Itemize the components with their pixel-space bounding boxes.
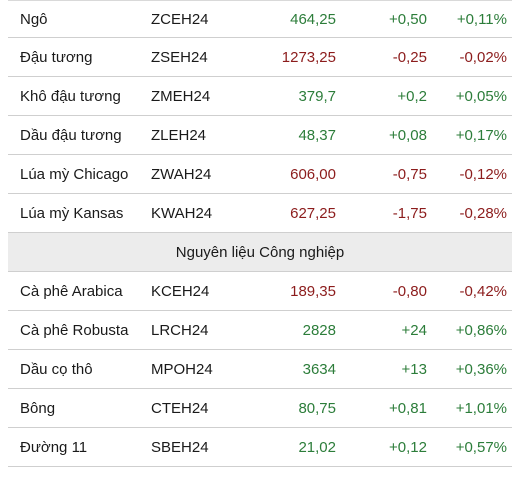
commodity-name: Cà phê Arabica — [20, 282, 123, 300]
commodity-percent: +0,36% — [455, 360, 507, 378]
commodity-code: ZCEH24 — [151, 10, 209, 28]
commodity-percent: -0,28% — [459, 204, 507, 222]
commodity-code: CTEH24 — [151, 399, 209, 417]
commodity-percent: +0,86% — [455, 321, 507, 339]
table-row: Bông CTEH24 80,75 +0,81 +1,01% — [8, 389, 512, 428]
commodity-price: 464,25 — [290, 10, 336, 28]
commodity-name: Cà phê Robusta — [20, 321, 129, 339]
commodity-name: Đường 11 — [20, 438, 88, 456]
commodity-price: 189,35 — [290, 282, 336, 300]
commodity-change: +0,50 — [389, 10, 427, 28]
commodity-change: +0,2 — [397, 87, 427, 105]
table-row: Ngô ZCEH24 464,25 +0,50 +0,11% — [8, 1, 512, 38]
commodity-percent: +0,05% — [455, 87, 507, 105]
commodity-code: ZLEH24 — [151, 126, 207, 144]
table-row: Cà phê Robusta LRCH24 2828 +24 +0,86% — [8, 311, 512, 350]
commodity-price: 379,7 — [298, 87, 336, 105]
commodity-price: 3634 — [302, 360, 336, 378]
commodity-change: +0,81 — [389, 399, 427, 417]
table-row: Dầu cọ thô MPOH24 3634 +13 +0,36% — [8, 350, 512, 389]
table-row: Khô đậu tương ZMEH24 379,7 +0,2 +0,05% — [8, 77, 512, 116]
table-row: Lúa mỳ Chicago ZWAH24 606,00 -0,75 -0,12… — [8, 155, 512, 194]
commodity-change: +24 — [401, 321, 427, 339]
commodity-percent: +0,11% — [456, 10, 507, 28]
commodity-code: ZWAH24 — [151, 165, 212, 183]
commodity-price-table: Ngô ZCEH24 464,25 +0,50 +0,11% Đậu tương… — [8, 0, 512, 467]
commodity-name: Dầu đậu tương — [20, 126, 122, 144]
commodity-name: Lúa mỳ Chicago — [20, 165, 129, 183]
section-title: Nguyên liệu Công nghiệp — [175, 243, 345, 261]
table-row: Đường 11 SBEH24 21,02 +0,12 +0,57% — [8, 428, 512, 467]
commodity-percent: +0,57% — [455, 438, 507, 456]
commodity-code: KWAH24 — [151, 204, 213, 222]
commodity-name: Lúa mỳ Kansas — [20, 204, 124, 222]
commodity-percent: -0,02% — [459, 48, 507, 66]
commodity-change: -0,75 — [392, 165, 427, 183]
commodity-change: -0,80 — [392, 282, 427, 300]
commodity-code: ZMEH24 — [151, 87, 211, 105]
commodity-change: -0,25 — [392, 48, 427, 66]
commodity-percent: -0,12% — [459, 165, 507, 183]
commodity-name: Ngô — [20, 10, 48, 28]
commodity-code: MPOH24 — [151, 360, 213, 378]
commodity-name: Dầu cọ thô — [20, 360, 93, 378]
commodity-code: ZSEH24 — [151, 48, 208, 66]
commodity-name: Đậu tương — [20, 48, 93, 66]
commodity-price: 627,25 — [290, 204, 336, 222]
commodity-code: KCEH24 — [151, 282, 210, 300]
commodity-change: +13 — [401, 360, 427, 378]
commodity-code: SBEH24 — [151, 438, 209, 456]
table-row: Đậu tương ZSEH24 1273,25 -0,25 -0,02% — [8, 38, 512, 77]
commodity-price: 606,00 — [290, 165, 336, 183]
table-row: Cà phê Arabica KCEH24 189,35 -0,80 -0,42… — [8, 272, 512, 311]
commodity-name: Khô đậu tương — [20, 87, 121, 105]
commodity-price: 2828 — [302, 321, 336, 339]
commodity-price: 48,37 — [298, 126, 336, 144]
table-row: Dầu đậu tương ZLEH24 48,37 +0,08 +0,17% — [8, 116, 512, 155]
commodity-price: 80,75 — [298, 399, 336, 417]
section-header: Nguyên liệu Công nghiệp — [8, 233, 512, 272]
commodity-price: 21,02 — [298, 438, 336, 456]
commodity-price: 1273,25 — [281, 48, 336, 66]
commodity-name: Bông — [20, 399, 56, 417]
commodity-percent: +0,17% — [455, 126, 507, 144]
commodity-code: LRCH24 — [151, 321, 209, 339]
commodity-percent: -0,42% — [459, 282, 507, 300]
commodity-change: +0,12 — [389, 438, 427, 456]
commodity-change: +0,08 — [389, 126, 427, 144]
table-row: Lúa mỳ Kansas KWAH24 627,25 -1,75 -0,28% — [8, 194, 512, 233]
commodity-change: -1,75 — [392, 204, 427, 222]
commodity-percent: +1,01% — [455, 399, 507, 417]
